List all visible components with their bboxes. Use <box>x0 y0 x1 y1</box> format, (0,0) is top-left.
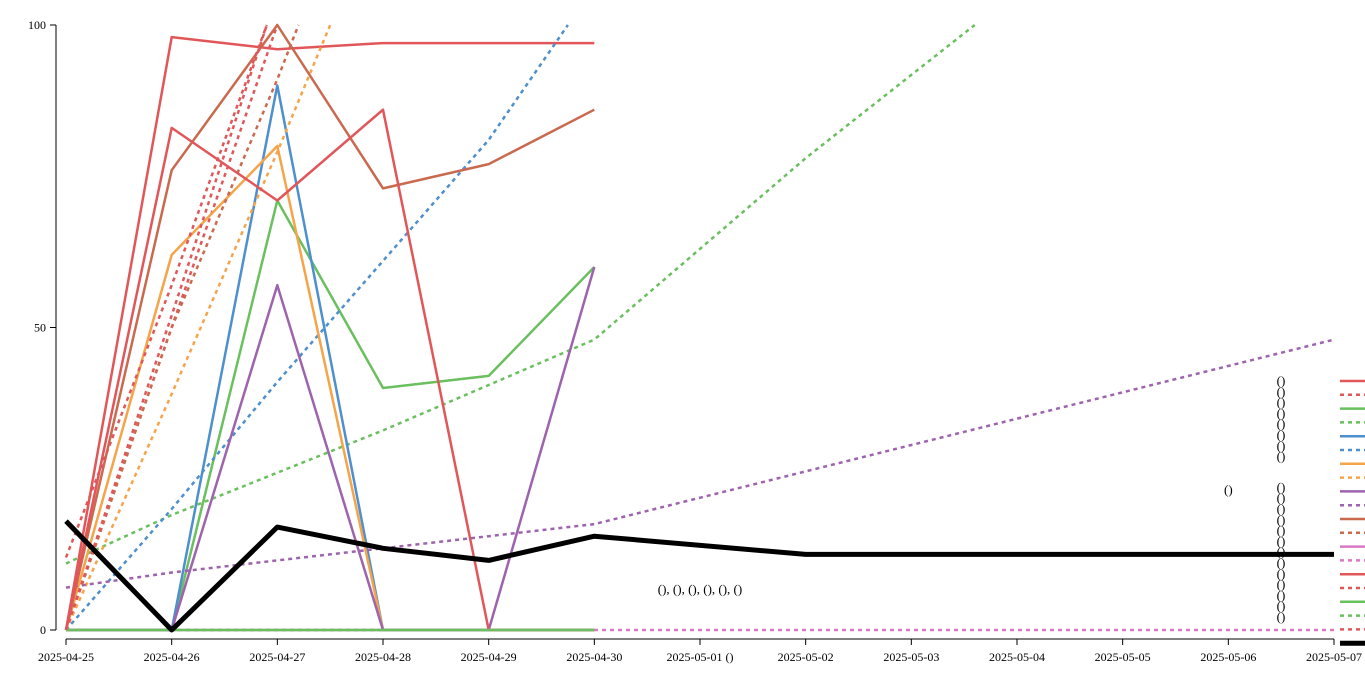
x-tick-label: 2025-05-02 <box>778 650 834 664</box>
annotation-layer: (), (), (), (), (), () () <box>658 482 1233 597</box>
ticks-layer: 0 50 100 2025-04-25 2025-04-26 2025-04-27 2025… <box>28 18 1362 664</box>
legend-label: () <box>1277 449 1286 464</box>
series-line-1 <box>64 35 595 631</box>
x-tick-label: 2025-05-01 () <box>667 650 734 664</box>
legend-label: () <box>1277 609 1286 624</box>
legend-label: () <box>1277 555 1286 570</box>
legend-label: () <box>1277 587 1286 602</box>
series-line-19 <box>64 24 268 631</box>
legend-label: () <box>1277 438 1286 453</box>
legend-label: () <box>1277 405 1286 420</box>
legend-label: () <box>1277 373 1286 388</box>
x-tick-label: 2025-05-03 <box>883 650 939 664</box>
legend-label: () <box>1277 427 1286 442</box>
annotation-label: (), (), (), (), (), () <box>658 582 742 597</box>
legend-label: () <box>1277 523 1286 538</box>
series-layer <box>64 23 1335 633</box>
x-tick-label: 2025-04-30 <box>566 650 622 664</box>
legend-label: () <box>1277 395 1286 410</box>
legend-label: () <box>1277 479 1286 494</box>
x-tick-label: 2025-05-05 <box>1095 650 1151 664</box>
series-line-10 <box>65 338 1335 589</box>
x-tick-label: 2025-05-07 <box>1306 650 1362 664</box>
legend-label: () <box>1277 544 1286 559</box>
x-tick-label: 2025-04-27 <box>249 650 305 664</box>
legend-label: () <box>1277 490 1286 505</box>
series-line-20 <box>64 519 1334 633</box>
series-line-12 <box>64 24 300 631</box>
y-tick-label: 100 <box>28 18 46 32</box>
y-tick-label: 50 <box>34 321 46 335</box>
legend-label: () <box>1277 512 1286 527</box>
series-line-11 <box>64 23 595 631</box>
x-tick-label: 2025-04-26 <box>144 650 200 664</box>
x-tick-label: 2025-04-29 <box>461 650 517 664</box>
series-line-7 <box>64 144 595 632</box>
series-line-3 <box>66 199 596 632</box>
series-line-8 <box>64 24 332 631</box>
legend-label: () <box>1277 501 1286 516</box>
series-line-4 <box>65 24 976 565</box>
legend-label: () <box>1277 533 1286 548</box>
x-tick-label: 2025-05-04 <box>989 650 1045 664</box>
legend-label: () <box>1277 416 1286 431</box>
legend-label: () <box>1277 598 1286 613</box>
series-line-5 <box>66 84 595 632</box>
x-tick-label: 2025-04-25 <box>38 650 94 664</box>
legend-label: () <box>1277 577 1286 592</box>
legend-label: () <box>1277 566 1286 581</box>
series-line-16 <box>64 24 268 558</box>
y-tick-label: 0 <box>40 623 46 637</box>
x-tick-label: 2025-04-28 <box>355 650 411 664</box>
legend: ()()()()()()()()()()()()()()()()()()()()… <box>1277 373 1365 646</box>
legend-label: () <box>1277 384 1286 399</box>
annotation-label: () <box>1224 482 1233 497</box>
x-tick-label: 2025-05-06 <box>1200 650 1256 664</box>
